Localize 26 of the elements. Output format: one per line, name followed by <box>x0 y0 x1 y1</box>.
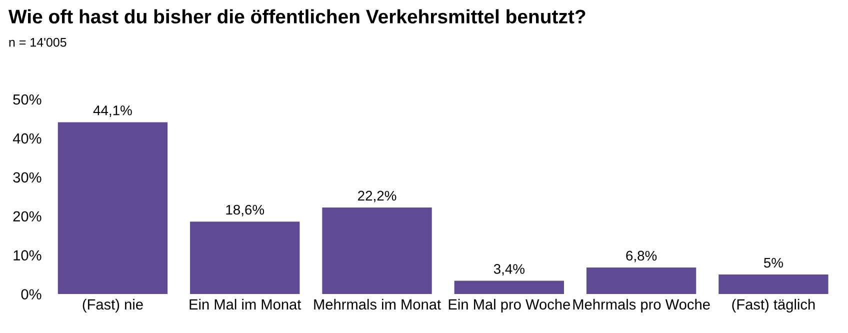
data-label: 44,1% <box>93 106 132 117</box>
y-tick-label: 0% <box>21 289 42 300</box>
y-tick-label: 50% <box>13 94 42 105</box>
x-tick-label: Ein Mal pro Woche <box>448 298 570 312</box>
data-label: 22,2% <box>358 190 396 202</box>
y-tick-label: 20% <box>13 211 42 222</box>
x-tick-label: Ein Mal im Monat <box>190 298 302 310</box>
data-label: 6,8% <box>626 250 657 262</box>
bar <box>454 280 564 294</box>
bar <box>322 208 432 294</box>
y-tick-label: 30% <box>13 172 42 183</box>
data-label: 5% <box>764 258 783 268</box>
data-label: 18,6% <box>226 204 264 216</box>
bar <box>190 222 300 294</box>
x-tick-label: (Fast) nie <box>82 298 143 312</box>
chart-title: Wie oft hast du bisher die öffentlichen Verkehrsmittel benutzt? <box>8 9 586 24</box>
bar <box>718 274 828 294</box>
x-tick-label: Mehrmals im Monat <box>314 298 441 310</box>
bar <box>586 268 696 294</box>
y-tick-label: 40% <box>12 133 42 144</box>
x-tick-label: (Fast) täglich <box>732 298 815 312</box>
data-label: 3,4% <box>494 264 524 276</box>
bar <box>58 122 168 294</box>
y-tick-label: 10% <box>14 250 42 261</box>
chart-subtitle: n = 14'005 <box>9 38 66 47</box>
x-tick-label: Mehrmals pro Woche <box>573 298 710 312</box>
